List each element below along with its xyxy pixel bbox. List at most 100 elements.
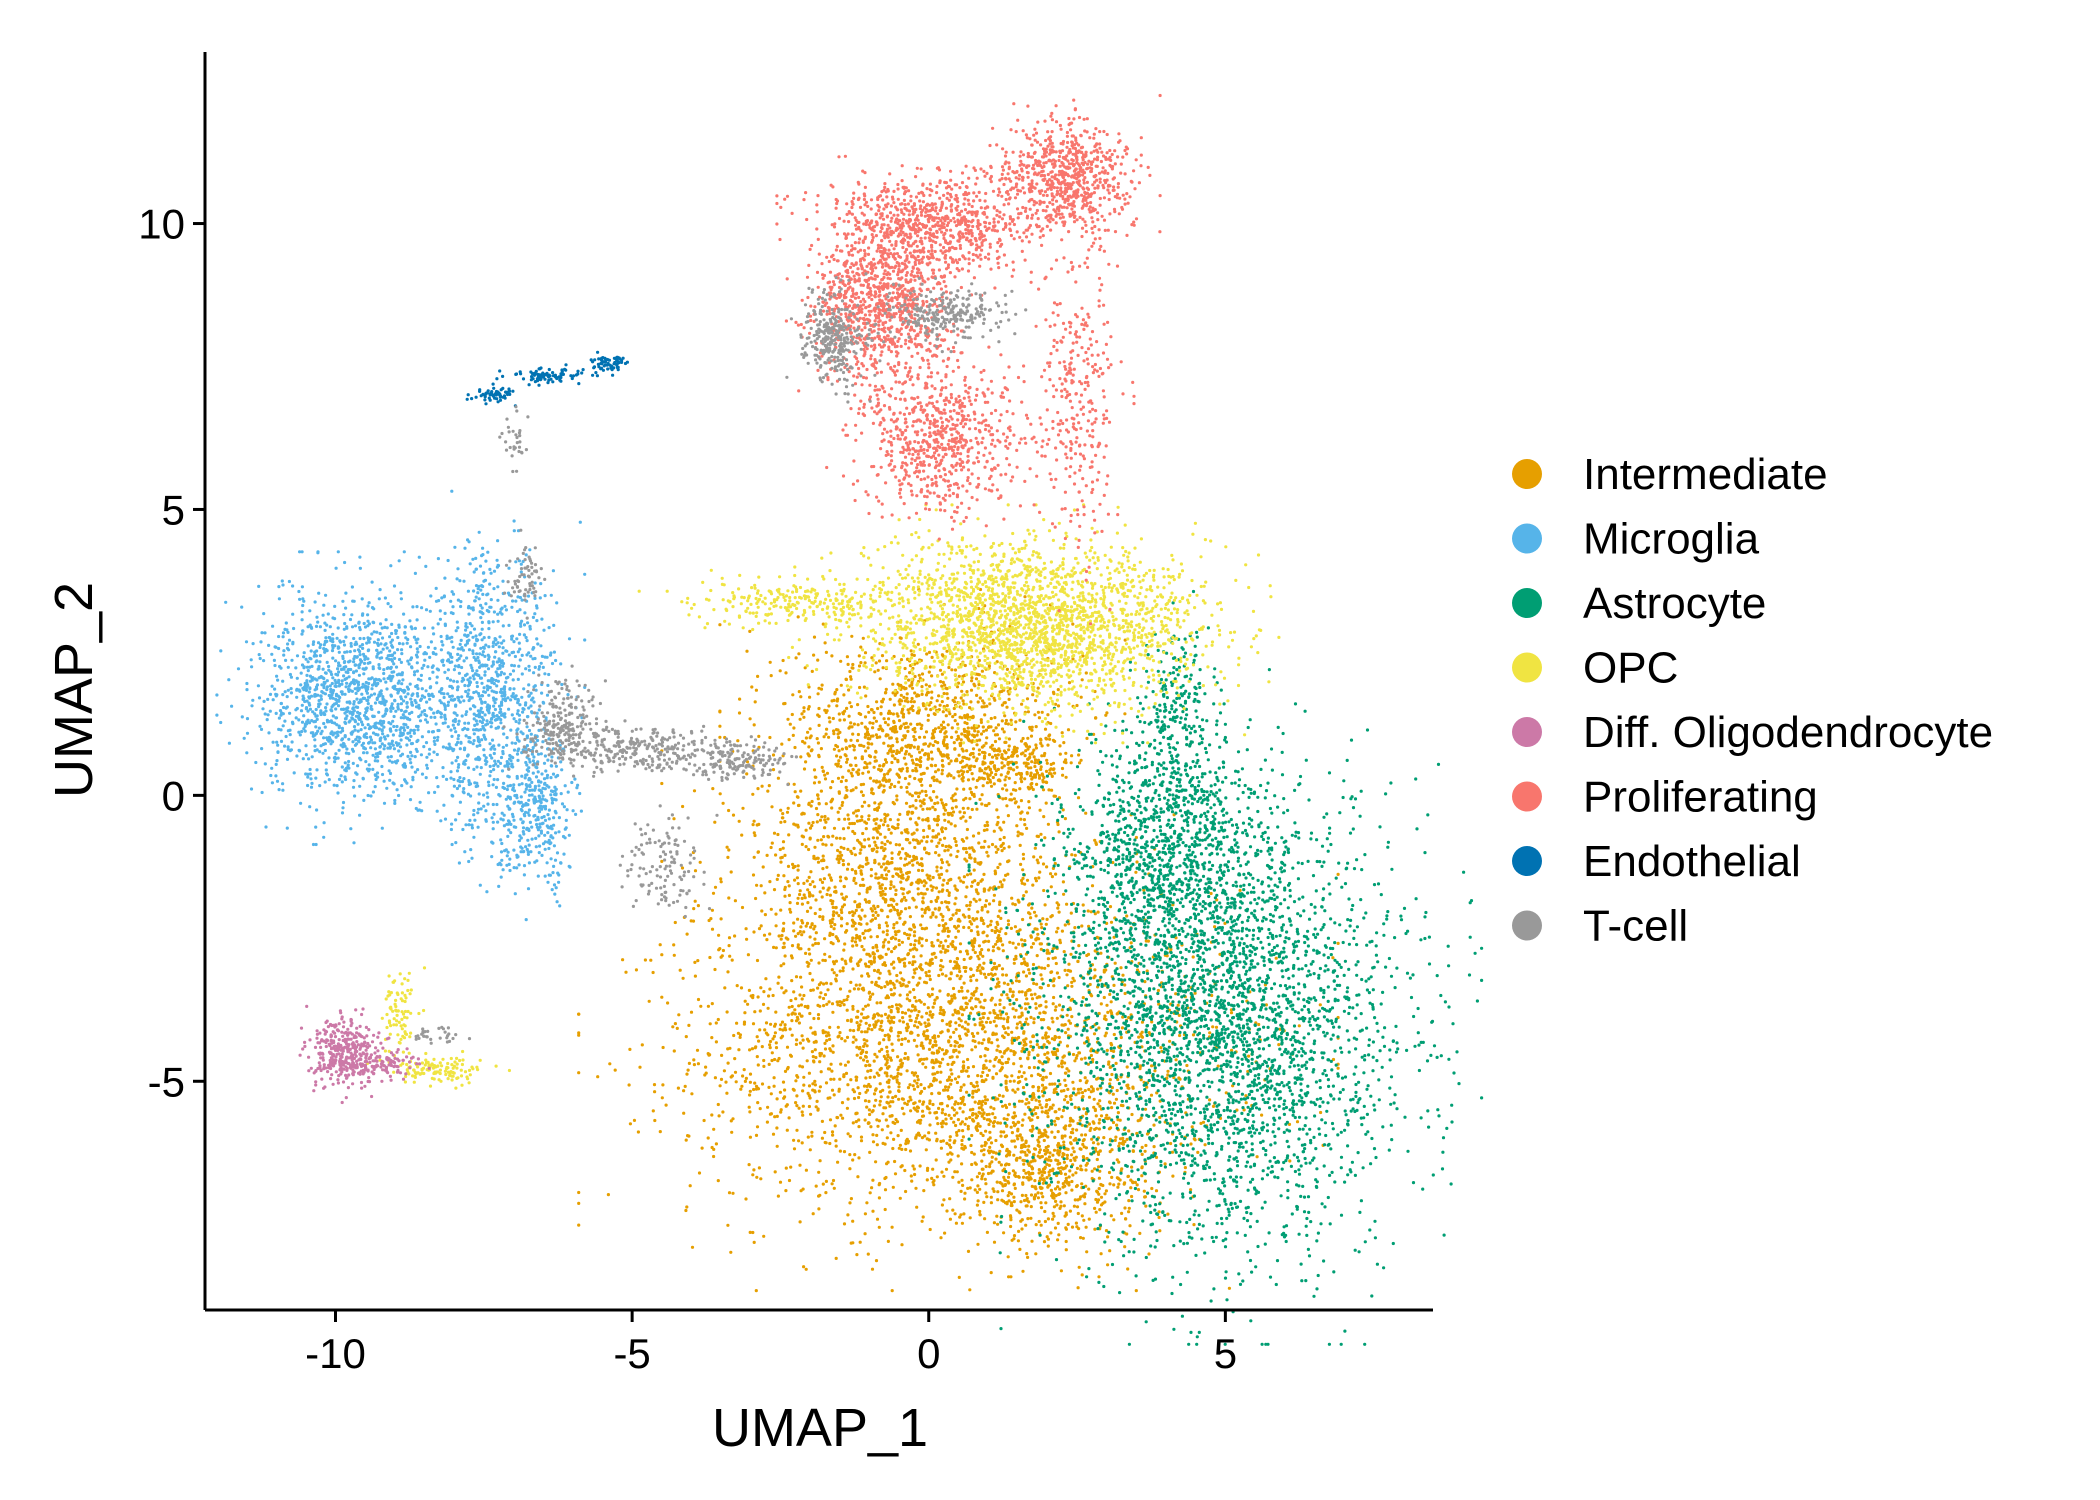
- data-point: [818, 907, 822, 912]
- data-point: [1042, 1086, 1046, 1090]
- data-point: [859, 1019, 863, 1023]
- data-point: [884, 1063, 888, 1067]
- data-point: [952, 1030, 956, 1034]
- data-point: [788, 907, 792, 912]
- data-point: [1077, 944, 1081, 948]
- data-point: [955, 908, 959, 912]
- data-point: [859, 1139, 864, 1143]
- data-point: [1070, 1015, 1074, 1019]
- data-point: [902, 756, 907, 760]
- data-point: [1016, 1075, 1021, 1079]
- data-point: [865, 765, 869, 770]
- data-point: [975, 807, 979, 811]
- data-point: [965, 859, 969, 863]
- data-point: [830, 920, 834, 925]
- data-point: [930, 1015, 934, 1019]
- data-point: [914, 1020, 918, 1024]
- data-point: [848, 989, 852, 993]
- data-point: [735, 984, 739, 988]
- data-point: [1030, 997, 1035, 1001]
- data-point: [951, 913, 955, 917]
- data-point: [1060, 1065, 1064, 1069]
- data-point: [965, 1090, 969, 1094]
- data-point: [887, 1019, 891, 1023]
- data-point: [1083, 1089, 1087, 1093]
- data-point: [1060, 1059, 1064, 1063]
- data-point: [859, 1056, 863, 1060]
- data-point: [996, 938, 1001, 943]
- data-point: [937, 1046, 942, 1050]
- data-point: [1111, 1092, 1115, 1096]
- data-point: [947, 665, 951, 670]
- data-point: [962, 1083, 966, 1087]
- data-point: [823, 826, 827, 830]
- data-point: [824, 650, 829, 655]
- data-point: [1046, 713, 1050, 717]
- data-point: [899, 1128, 903, 1132]
- data-point: [969, 996, 974, 1000]
- data-point: [1049, 872, 1053, 876]
- data-point: [1050, 1037, 1054, 1041]
- data-point: [1000, 885, 1004, 889]
- data-point: [939, 912, 943, 916]
- data-point: [975, 1084, 980, 1088]
- data-point: [994, 1151, 998, 1155]
- data-point: [985, 1113, 989, 1117]
- data-point: [900, 1106, 905, 1110]
- data-point: [782, 991, 786, 995]
- data-point: [854, 786, 858, 790]
- data-point: [913, 939, 918, 943]
- data-point: [1118, 1141, 1122, 1145]
- data-point: [1047, 1027, 1052, 1031]
- data-point: [955, 1111, 959, 1115]
- data-point: [681, 804, 685, 809]
- data-point: [1058, 752, 1062, 756]
- data-point: [1034, 1098, 1038, 1102]
- data-point: [852, 722, 857, 726]
- data-point: [1025, 878, 1030, 882]
- data-point: [898, 993, 902, 997]
- data-point: [895, 908, 900, 913]
- data-point: [945, 746, 949, 750]
- data-point: [906, 708, 910, 712]
- data-point: [959, 738, 963, 742]
- data-point: [963, 1191, 967, 1195]
- data-point: [922, 884, 926, 888]
- data-point: [835, 1116, 840, 1120]
- data-point: [886, 996, 891, 1000]
- data-point: [889, 883, 893, 887]
- data-point: [1011, 994, 1015, 999]
- data-point: [811, 1088, 815, 1092]
- data-point: [778, 1180, 783, 1184]
- data-point: [960, 1221, 965, 1225]
- data-point: [754, 688, 759, 692]
- data-point: [1009, 1049, 1013, 1053]
- data-point: [1063, 923, 1067, 927]
- data-point: [1002, 835, 1006, 840]
- data-point: [964, 1020, 968, 1024]
- data-point: [1080, 1057, 1084, 1061]
- data-point: [848, 701, 852, 705]
- data-point: [1004, 1079, 1008, 1083]
- data-point: [1001, 1024, 1005, 1029]
- data-point: [870, 1028, 874, 1032]
- data-point: [990, 996, 994, 1000]
- data-point: [1117, 1144, 1121, 1148]
- data-point: [978, 898, 982, 902]
- data-point: [1006, 982, 1010, 987]
- data-point: [728, 954, 732, 958]
- data-point: [1014, 1008, 1018, 1012]
- data-point: [1023, 939, 1027, 943]
- data-point: [791, 862, 795, 867]
- data-point: [994, 845, 998, 849]
- data-point: [906, 729, 910, 734]
- data-point: [989, 771, 994, 775]
- data-point: [835, 704, 839, 708]
- data-point: [770, 1051, 774, 1055]
- data-point: [874, 980, 878, 984]
- data-point: [878, 956, 882, 960]
- data-point: [887, 827, 891, 832]
- data-point: [832, 962, 836, 966]
- data-point: [786, 1065, 790, 1070]
- data-point: [1009, 1125, 1013, 1129]
